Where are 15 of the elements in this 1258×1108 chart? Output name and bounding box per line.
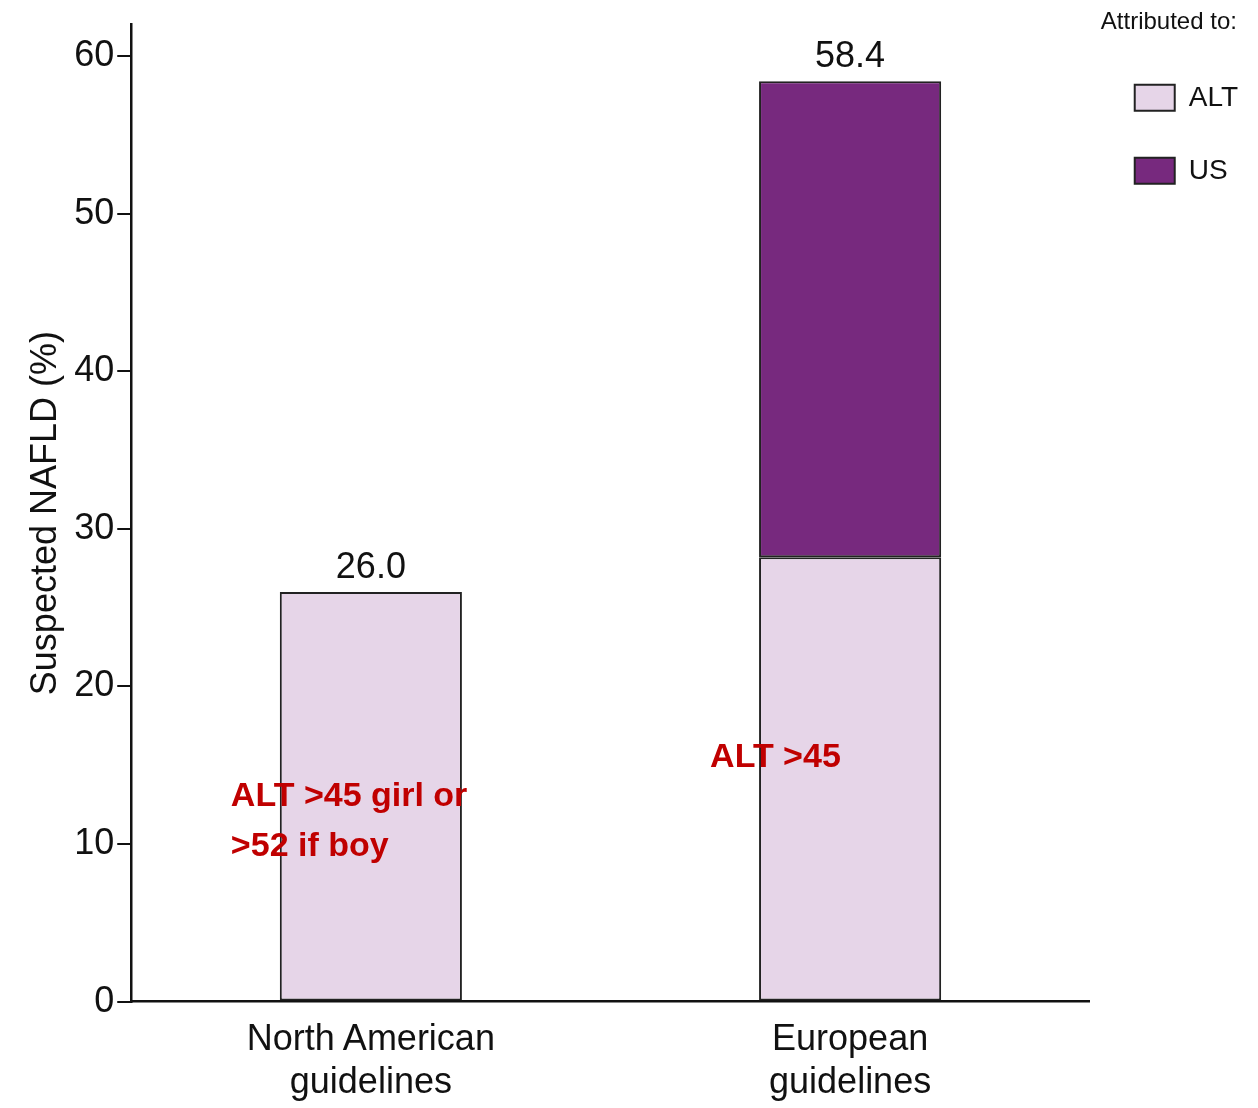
y-tick-label: 0 [94,978,115,1020]
total-label: 58.4 [815,34,886,76]
legend-title: Attributed to: [1100,6,1237,34]
y-tick-label: 50 [74,190,115,232]
y-tick-label: 10 [74,820,115,862]
x-tick-label: European guidelines [769,1017,932,1102]
y-tick-label: 20 [74,663,115,705]
legend-label: ALT [1188,80,1239,112]
y-tick-label: 30 [74,505,115,547]
y-tick-label: 60 [74,33,115,75]
y-axis-title: Suspected NAFLD (%) [22,331,64,696]
x-tick-label: North American guidelines [246,1017,495,1102]
total-label: 26.0 [335,544,406,586]
legend-label: US [1188,153,1228,185]
y-tick-label: 40 [74,348,115,390]
